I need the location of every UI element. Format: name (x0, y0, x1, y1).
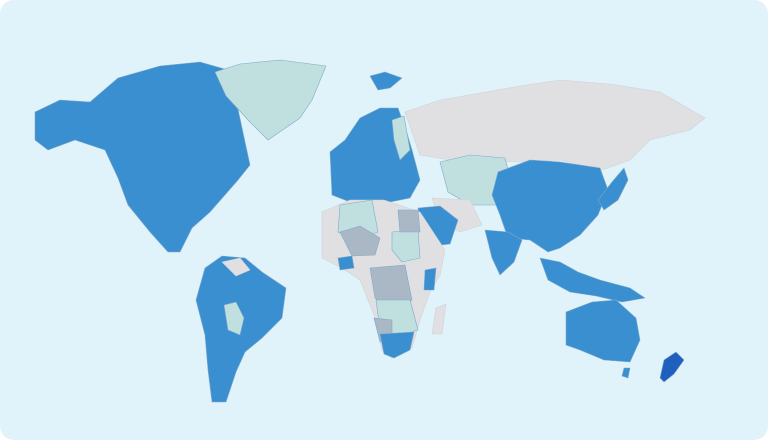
region-africa-sahel-low[interactable] (339, 225, 381, 257)
region-guianas[interactable] (221, 257, 251, 277)
region-kenya[interactable] (423, 267, 437, 291)
region-southeast-asia[interactable] (539, 257, 646, 303)
region-egypt-sudan-low[interactable] (397, 209, 421, 233)
region-japan[interactable] (597, 167, 629, 211)
region-svalbard[interactable] (369, 71, 403, 91)
region-bolivia[interactable] (223, 301, 245, 336)
region-china-east-asia[interactable] (491, 159, 609, 253)
region-north-america[interactable] (34, 61, 251, 253)
region-greenland[interactable] (214, 59, 327, 141)
region-madagascar[interactable] (431, 303, 447, 335)
region-new-zealand[interactable] (659, 351, 685, 383)
region-finland-baltics[interactable] (391, 115, 411, 161)
region-australia[interactable] (565, 299, 641, 363)
region-tasmania[interactable] (621, 367, 631, 379)
region-russia[interactable] (404, 79, 706, 171)
region-south-africa[interactable] (379, 331, 415, 359)
region-ivory-coast-ghana[interactable] (337, 255, 355, 271)
region-india[interactable] (484, 229, 523, 276)
region-europe[interactable] (329, 107, 421, 205)
